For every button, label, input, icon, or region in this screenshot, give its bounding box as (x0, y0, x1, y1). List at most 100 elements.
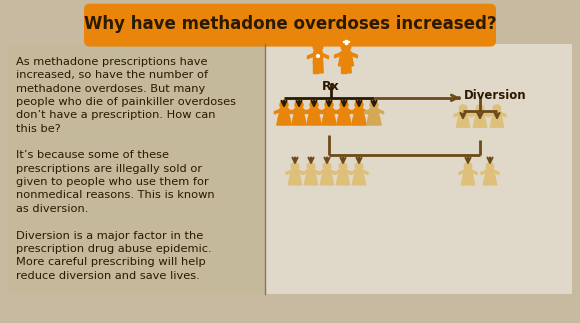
Polygon shape (484, 112, 489, 117)
Polygon shape (292, 118, 306, 125)
Circle shape (493, 105, 501, 112)
Polygon shape (467, 112, 472, 117)
Polygon shape (352, 178, 366, 185)
Polygon shape (320, 178, 334, 185)
Polygon shape (315, 170, 320, 174)
Polygon shape (353, 109, 365, 119)
Polygon shape (364, 109, 370, 114)
Circle shape (370, 101, 378, 109)
Polygon shape (278, 109, 289, 119)
Circle shape (355, 162, 362, 170)
Circle shape (325, 101, 333, 109)
Text: As methadone prescriptions have
increased, so have the number of
methadone overd: As methadone prescriptions have increase… (16, 57, 236, 281)
Polygon shape (490, 120, 504, 127)
Circle shape (310, 101, 318, 109)
Polygon shape (363, 109, 369, 114)
Polygon shape (318, 170, 323, 174)
Circle shape (355, 101, 363, 109)
Polygon shape (362, 170, 368, 174)
Polygon shape (274, 109, 280, 114)
Polygon shape (309, 109, 320, 119)
Polygon shape (333, 109, 339, 114)
Polygon shape (286, 170, 291, 174)
Polygon shape (336, 178, 350, 185)
Polygon shape (459, 170, 464, 174)
Polygon shape (349, 109, 355, 114)
Polygon shape (368, 109, 379, 119)
Polygon shape (471, 112, 476, 117)
Circle shape (340, 101, 348, 109)
Polygon shape (488, 112, 493, 117)
Polygon shape (331, 170, 336, 174)
Polygon shape (461, 178, 475, 185)
Polygon shape (347, 170, 352, 174)
Polygon shape (472, 170, 477, 174)
Polygon shape (299, 170, 304, 174)
Circle shape (464, 162, 472, 170)
Polygon shape (458, 112, 468, 121)
Polygon shape (481, 170, 486, 174)
Polygon shape (337, 118, 351, 125)
Polygon shape (475, 112, 485, 121)
Polygon shape (454, 112, 459, 117)
Circle shape (280, 101, 288, 109)
Circle shape (341, 43, 351, 52)
Circle shape (486, 162, 494, 170)
Bar (343, 41, 349, 42)
Polygon shape (338, 170, 348, 179)
Polygon shape (350, 170, 355, 174)
Polygon shape (473, 120, 487, 127)
Polygon shape (322, 118, 336, 125)
Polygon shape (307, 118, 321, 125)
Circle shape (323, 162, 331, 170)
Polygon shape (289, 109, 295, 114)
Polygon shape (338, 52, 354, 66)
Bar (345, 40, 347, 44)
Circle shape (476, 105, 484, 112)
Circle shape (307, 162, 315, 170)
Circle shape (313, 43, 322, 52)
Polygon shape (341, 66, 346, 73)
Polygon shape (322, 170, 332, 179)
Polygon shape (277, 118, 291, 125)
Polygon shape (304, 178, 318, 185)
Circle shape (459, 105, 467, 112)
Polygon shape (322, 53, 328, 59)
Polygon shape (338, 109, 350, 119)
Bar (266, 44, 572, 294)
Polygon shape (335, 53, 341, 58)
Polygon shape (288, 109, 293, 114)
Polygon shape (313, 52, 322, 64)
Circle shape (339, 162, 347, 170)
Polygon shape (318, 64, 323, 73)
Bar (8, 44, 264, 294)
Polygon shape (354, 170, 364, 179)
Polygon shape (456, 120, 470, 127)
Polygon shape (352, 118, 366, 125)
Polygon shape (320, 109, 325, 114)
Polygon shape (378, 109, 383, 114)
Polygon shape (288, 178, 302, 185)
Polygon shape (293, 109, 304, 119)
Polygon shape (318, 109, 324, 114)
Text: Diversion: Diversion (464, 89, 527, 102)
Polygon shape (463, 170, 473, 179)
Text: Why have methadone overdoses increased?: Why have methadone overdoses increased? (84, 15, 496, 33)
Polygon shape (346, 66, 351, 73)
Polygon shape (302, 170, 307, 174)
Polygon shape (303, 109, 309, 114)
Polygon shape (492, 112, 502, 121)
Polygon shape (290, 170, 300, 179)
Polygon shape (348, 109, 354, 114)
Circle shape (295, 101, 303, 109)
Polygon shape (485, 170, 495, 179)
Polygon shape (494, 170, 499, 174)
Polygon shape (334, 170, 339, 174)
Polygon shape (304, 109, 310, 114)
Polygon shape (483, 178, 496, 185)
FancyBboxPatch shape (0, 0, 580, 307)
Polygon shape (313, 64, 317, 73)
Polygon shape (501, 112, 506, 117)
FancyBboxPatch shape (84, 4, 496, 47)
Circle shape (291, 162, 299, 170)
